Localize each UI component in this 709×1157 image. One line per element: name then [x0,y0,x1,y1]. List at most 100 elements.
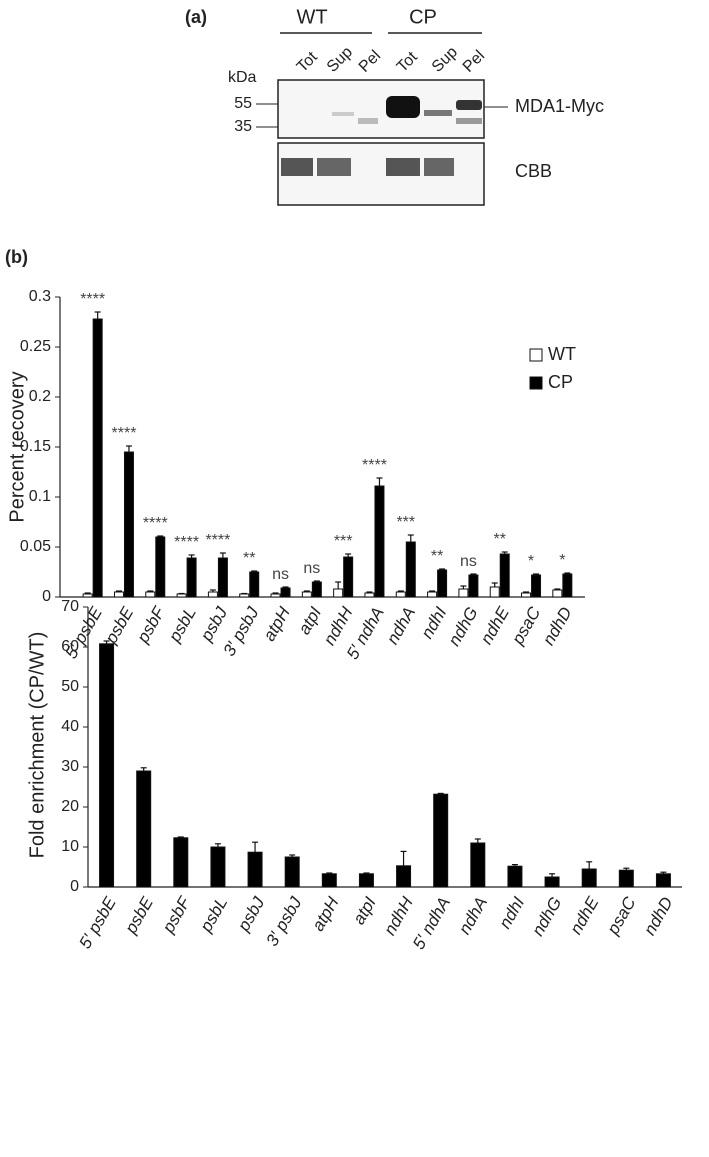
lane-label: Tot [294,48,322,76]
significance: ns [272,566,289,583]
error-bar [326,872,333,874]
bar [207,591,218,598]
y-tick-label: 0.1 [29,488,51,505]
bar [499,553,510,598]
group-label: WT [296,6,327,28]
bar [531,574,542,598]
bar [405,541,416,598]
significance: ns [303,560,320,577]
legend-swatch [529,348,543,362]
panel-label: (a) [185,7,207,27]
error-bar [219,552,226,558]
error-bar [313,580,320,582]
error-bar [586,861,593,869]
bar [92,318,103,598]
x-tick-label: atpI [349,894,380,928]
error-bar [214,843,221,847]
x-tick-label: psaC [508,603,545,648]
error-bar [177,836,184,838]
error-bar [523,591,530,593]
panel-label: (b) [5,247,28,267]
x-tick-label: atpH [259,603,294,644]
error-bar [460,585,467,589]
significance: **** [205,532,230,549]
y-tick-label: 0 [42,588,51,605]
significance: **** [174,534,199,551]
error-bar [251,570,258,572]
error-bar [178,592,185,595]
x-tick-label: ndhH [380,893,417,938]
x-tick-label: psbF [133,602,170,646]
x-tick-label: ndhE [566,893,603,937]
error-bar [533,573,540,575]
bar [358,873,374,888]
bar [155,536,166,598]
error-bar [94,311,101,319]
lane-label: Pel [356,47,384,75]
error-bar [335,581,342,589]
x-tick-label: atpI [295,604,326,638]
bar [210,846,226,888]
x-tick-label: atpH [308,893,343,934]
significance: ns [460,553,477,570]
error-bar [660,871,667,874]
bar [311,581,322,598]
bar [468,574,479,598]
band [358,118,378,124]
bar [217,557,228,598]
x-tick-label: ndhE [477,603,514,647]
x-tick-label: ndhD [539,604,576,649]
bar [552,589,563,598]
y-axis-label: Fold enrichment (CP/WT) [26,632,48,859]
error-bar [125,445,132,452]
lane-label: Tot [394,48,422,76]
legend-label: CP [548,372,573,392]
band [424,110,452,116]
x-tick-label: psbJ [233,893,268,935]
bar [544,876,560,888]
error-bar [252,841,259,853]
legend-label: WT [548,344,576,364]
bar [270,593,281,598]
x-tick-label: ndhD [640,894,677,939]
significance: **** [112,425,137,442]
significance: **** [362,457,387,474]
bar [507,865,523,888]
x-tick-label: ndhA [455,894,491,938]
bar [343,556,354,598]
band [332,112,354,116]
bar [301,591,312,598]
error-bar [439,568,446,570]
significance: * [559,552,565,569]
y-tick-label: 0.3 [29,288,51,305]
bar [176,593,187,598]
y-axis-label: Percent recovery [6,371,28,522]
unit-label: kDa [228,69,257,86]
error-bar [140,767,147,771]
x-tick-label: psaC [603,893,640,938]
significance: **** [80,291,105,308]
marker-label: 55 [234,95,252,112]
error-bar [282,586,289,588]
x-tick-label: ndhG [445,604,482,650]
error-bar [491,582,498,587]
lane-label: Sup [429,44,461,76]
group-label: CP [409,6,437,28]
bar [374,485,385,598]
error-bar [437,792,444,795]
bar [123,451,134,598]
error-bar [564,572,571,574]
bar [618,869,634,888]
x-tick-label: psbL [196,894,231,936]
bar [82,593,93,598]
x-tick-label: psbF [158,892,195,936]
bar [521,592,532,598]
bar [581,868,597,888]
band [386,158,420,176]
error-bar [289,854,296,857]
bar [239,593,250,598]
bar [655,873,671,888]
x-tick-label: 3′ psbJ [262,893,305,949]
blot-label: MDA1-Myc [515,96,604,116]
